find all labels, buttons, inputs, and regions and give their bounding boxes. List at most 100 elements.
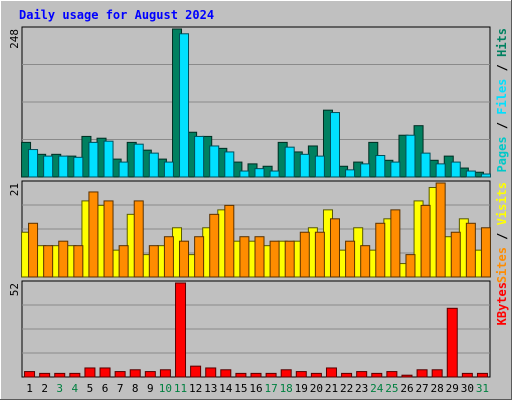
day-labels: 1 2 3 4 5 6 7 8 9 10 11 12 13 14 15 16 17 18 19 20 21 22 23 24 2…	[26, 382, 489, 395]
bar-kbytes-day-9	[144, 371, 156, 378]
series-legend-top: Pages / Files / Hits	[495, 28, 509, 173]
day-label-12: 12	[189, 382, 202, 395]
legend-part: /	[495, 115, 509, 137]
bar-kbytes-day-8	[129, 369, 141, 378]
day-label-4: 4	[72, 382, 79, 395]
bar-files-day-23	[360, 163, 371, 178]
day-label-15: 15	[234, 382, 247, 395]
bar-files-day-5	[88, 141, 99, 178]
legend-part: Files	[495, 79, 509, 115]
legend-part: Hits	[495, 28, 509, 57]
day-label-21: 21	[325, 382, 338, 395]
day-label-7: 7	[117, 382, 124, 395]
bar-files-day-1	[28, 149, 39, 178]
bar-files-day-20	[314, 155, 325, 178]
bar-sites-day-13	[209, 213, 220, 278]
bar-kbytes-day-22	[341, 372, 353, 378]
day-label-13: 13	[204, 382, 217, 395]
day-label-23: 23	[355, 382, 368, 395]
legend-part: /	[495, 225, 509, 247]
bar-kbytes-day-6	[99, 367, 111, 378]
bar-kbytes-day-30	[461, 372, 473, 378]
panel-top: 248 Pages / Files / Hits	[8, 26, 509, 178]
legend-part: Pages	[495, 136, 509, 172]
bar-sites-day-7	[118, 245, 129, 278]
bar-sites-day-8	[133, 200, 144, 278]
panel-middle: 21 Sites / Visits	[8, 180, 509, 283]
series-kbytes	[24, 282, 488, 378]
bar-files-day-11	[179, 33, 190, 178]
bar-sites-day-31	[480, 227, 491, 278]
day-label-27: 27	[415, 382, 428, 395]
bar-files-day-8	[133, 143, 144, 178]
bar-kbytes-day-23	[356, 371, 368, 378]
bar-sites-day-16	[254, 236, 265, 278]
bar-files-day-24	[375, 155, 386, 178]
bar-sites-day-24	[375, 222, 386, 278]
day-label-2: 2	[41, 382, 48, 395]
bar-files-day-31	[480, 173, 491, 178]
bar-files-day-18	[284, 146, 295, 178]
bar-kbytes-day-20	[310, 372, 322, 378]
day-label-18: 18	[280, 382, 293, 395]
bar-sites-day-27	[420, 204, 431, 278]
bar-kbytes-day-11	[175, 282, 187, 378]
bar-kbytes-day-15	[235, 372, 247, 378]
series-legend-bottom: KBytes	[495, 282, 509, 325]
bar-kbytes-day-24	[371, 372, 383, 378]
day-label-22: 22	[340, 382, 353, 395]
bar-sites-day-19	[299, 231, 310, 278]
day-label-11: 11	[174, 382, 187, 395]
panel-bottom: 52 KBytes	[8, 280, 509, 378]
bar-files-day-12	[194, 135, 205, 178]
bar-kbytes-day-5	[84, 367, 96, 378]
bar-files-day-22	[345, 169, 356, 178]
bar-kbytes-day-10	[159, 369, 171, 378]
bar-sites-day-10	[163, 236, 174, 278]
bar-sites-day-28	[435, 182, 446, 278]
bar-files-day-7	[118, 161, 129, 178]
series-sites	[28, 182, 491, 278]
bar-sites-day-25	[390, 209, 401, 278]
bar-kbytes-day-14	[220, 369, 232, 378]
day-label-31: 31	[476, 382, 489, 395]
day-label-30: 30	[461, 382, 474, 395]
bar-files-day-25	[390, 161, 401, 178]
bar-sites-day-29	[450, 231, 461, 278]
day-label-9: 9	[147, 382, 154, 395]
day-label-10: 10	[159, 382, 172, 395]
bar-files-day-28	[435, 163, 446, 178]
bar-sites-day-26	[405, 254, 416, 278]
bar-kbytes-day-27	[416, 369, 428, 378]
day-label-8: 8	[132, 382, 139, 395]
day-label-28: 28	[431, 382, 444, 395]
bar-kbytes-day-12	[190, 365, 202, 378]
bar-kbytes-day-29	[446, 307, 458, 378]
bar-kbytes-day-17	[265, 372, 277, 378]
bar-sites-day-22	[345, 240, 356, 278]
bar-sites-day-17	[269, 240, 280, 278]
legend-part: Visits	[495, 182, 509, 225]
bar-files-day-29	[450, 161, 461, 178]
day-label-26: 26	[400, 382, 413, 395]
bar-sites-day-1	[28, 222, 39, 278]
day-label-17: 17	[264, 382, 277, 395]
bar-files-day-21	[329, 112, 340, 178]
bar-files-day-3	[58, 155, 69, 178]
bar-files-day-30	[465, 170, 476, 178]
day-label-5: 5	[87, 382, 94, 395]
bar-kbytes-day-26	[401, 374, 413, 378]
bar-files-day-15	[239, 170, 250, 178]
bar-files-day-17	[269, 170, 280, 178]
axis-max-label: 21	[8, 183, 21, 196]
bar-sites-day-23	[360, 245, 371, 278]
bar-sites-day-12	[194, 236, 205, 278]
bar-files-day-16	[254, 168, 265, 178]
bar-kbytes-day-2	[39, 372, 51, 378]
bar-files-day-27	[420, 152, 431, 178]
bar-kbytes-day-19	[295, 371, 307, 378]
bar-sites-day-5	[88, 191, 99, 278]
bar-files-day-6	[103, 140, 114, 178]
